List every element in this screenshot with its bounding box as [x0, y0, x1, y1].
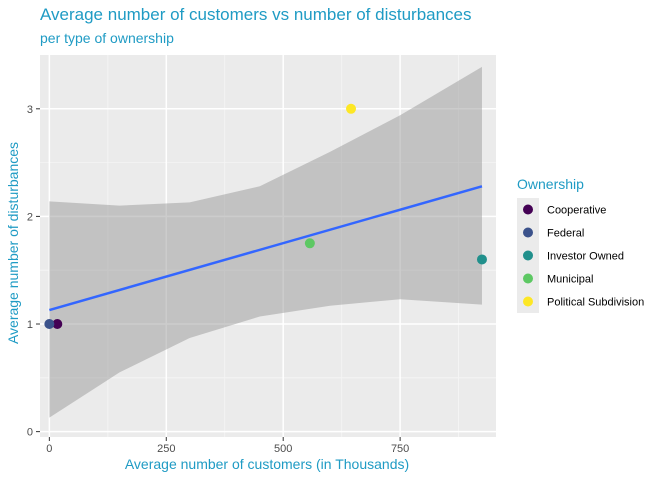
confidence-band — [49, 66, 482, 418]
legend-label: Investor Owned — [547, 251, 624, 263]
legend-title: Ownership — [517, 176, 584, 192]
legend-swatch — [523, 273, 533, 284]
y-axis-ticks: 0 1 2 3 — [27, 104, 40, 439]
x-tick-label: 750 — [391, 443, 409, 455]
data-point — [346, 103, 357, 114]
legend-label: Political Subdivision — [547, 297, 644, 309]
x-tick-label: 250 — [157, 443, 175, 455]
chart-title: Average number of customers vs number of… — [40, 5, 472, 24]
y-tick-label: 3 — [27, 104, 33, 116]
y-tick-label: 2 — [27, 211, 33, 223]
data-point — [304, 238, 315, 249]
legend-swatch — [523, 204, 533, 215]
data-point — [476, 254, 487, 265]
x-axis-title: Average number of customers (in Thousand… — [125, 456, 409, 472]
data-point — [52, 319, 63, 330]
y-tick-label: 0 — [27, 427, 33, 439]
y-tick-label: 1 — [27, 319, 33, 331]
legend: Ownership Cooperative Federal Investor Own… — [517, 176, 644, 313]
x-axis-ticks: 0 250 500 750 — [46, 437, 409, 455]
legend-swatch — [523, 250, 533, 261]
chart-subtitle: per type of ownership — [40, 30, 174, 46]
legend-swatch — [523, 296, 533, 307]
x-tick-label: 500 — [274, 443, 292, 455]
x-tick-label: 0 — [46, 443, 52, 455]
trend-line — [49, 185, 483, 312]
legend-label: Federal — [547, 228, 584, 240]
data-points — [44, 103, 487, 330]
data-point — [44, 319, 55, 330]
legend-label: Municipal — [547, 274, 593, 286]
legend-label: Cooperative — [547, 205, 606, 217]
y-axis-title: Average number of disturbances — [5, 142, 21, 344]
legend-swatch — [523, 227, 533, 238]
